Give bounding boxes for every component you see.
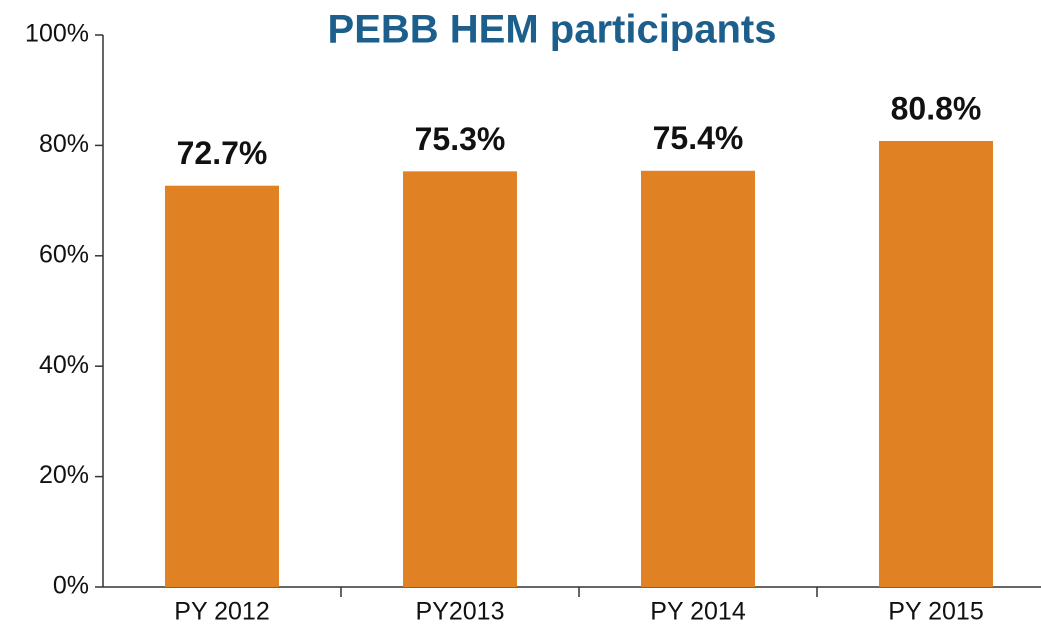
value-label: 75.4%	[653, 120, 744, 156]
bar	[403, 171, 517, 587]
y-tick-label: 0%	[53, 572, 89, 600]
x-tick-label: PY 2012	[174, 598, 269, 626]
bar	[879, 140, 993, 587]
value-label: 72.7%	[177, 135, 268, 171]
value-label: 80.8%	[891, 90, 982, 126]
x-tick-label: PY 2014	[650, 598, 746, 626]
y-tick-label: 60%	[39, 240, 89, 268]
bar	[641, 170, 755, 588]
chart-title: PEBB HEM participants	[328, 8, 777, 52]
x-tick-label: PY2013	[416, 598, 505, 626]
value-label: 75.3%	[415, 121, 506, 157]
y-tick-label: 20%	[39, 461, 89, 489]
bar	[165, 185, 279, 588]
y-tick-label: 100%	[25, 20, 89, 48]
y-tick-label: 80%	[39, 130, 89, 158]
y-tick-label: 40%	[39, 351, 89, 379]
x-tick-label: PY 2015	[888, 598, 983, 626]
